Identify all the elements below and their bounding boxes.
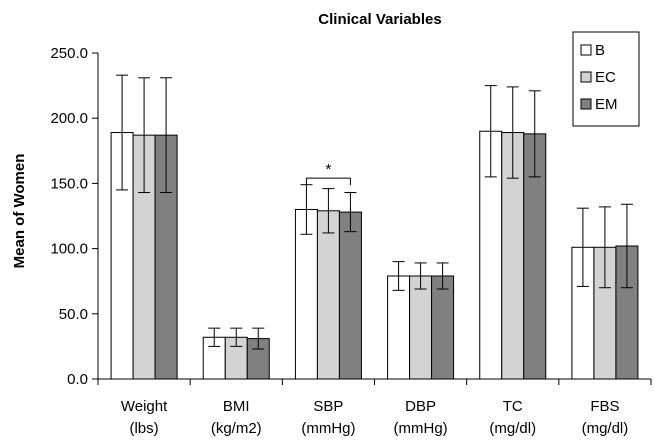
x-tick-label: BMI (kg/m2) <box>211 398 262 437</box>
bar-em <box>338 211 362 380</box>
legend-label-b: B <box>595 42 605 59</box>
x-tick-label: DBP (mmHg) <box>394 398 448 437</box>
x-tick-label: SBP (mmHg) <box>301 398 355 437</box>
significance-bracket: * <box>305 161 351 186</box>
y-tick-label: 200.0 <box>50 110 88 127</box>
legend-swatch-ec <box>580 71 592 83</box>
x-tick-label: TC (mg/dl) <box>489 398 536 437</box>
plot-area: 0.0 50.0 100.0 150.0 200.0 250.0 Weight (lbs) BM… <box>50 45 652 437</box>
legend-label-em: EM <box>595 96 618 113</box>
y-tick-label: 100.0 <box>50 241 88 258</box>
bar-ec <box>409 275 433 380</box>
legend: B EC EM <box>572 31 640 127</box>
bar-b <box>294 208 318 380</box>
x-tick-label: Weight (lbs) <box>121 398 168 437</box>
y-tick-label: 250.0 <box>50 45 88 62</box>
y-tick-label: 150.0 <box>50 175 88 192</box>
y-axis-label: Mean of Women <box>11 154 28 269</box>
bar-b <box>387 275 411 380</box>
legend-label-ec: EC <box>595 69 616 86</box>
legend-swatch-em <box>580 98 592 110</box>
significance-star: * <box>325 161 331 178</box>
y-tick-label: 50.0 <box>59 306 88 323</box>
x-tick-label: FBS (mg/dl) <box>582 398 629 437</box>
bar-ec <box>316 210 340 380</box>
bar-em <box>431 275 455 380</box>
chart-title: Clinical Variables <box>318 11 441 28</box>
y-tick-label: 0.0 <box>67 371 88 388</box>
legend-swatch-b <box>580 44 592 56</box>
